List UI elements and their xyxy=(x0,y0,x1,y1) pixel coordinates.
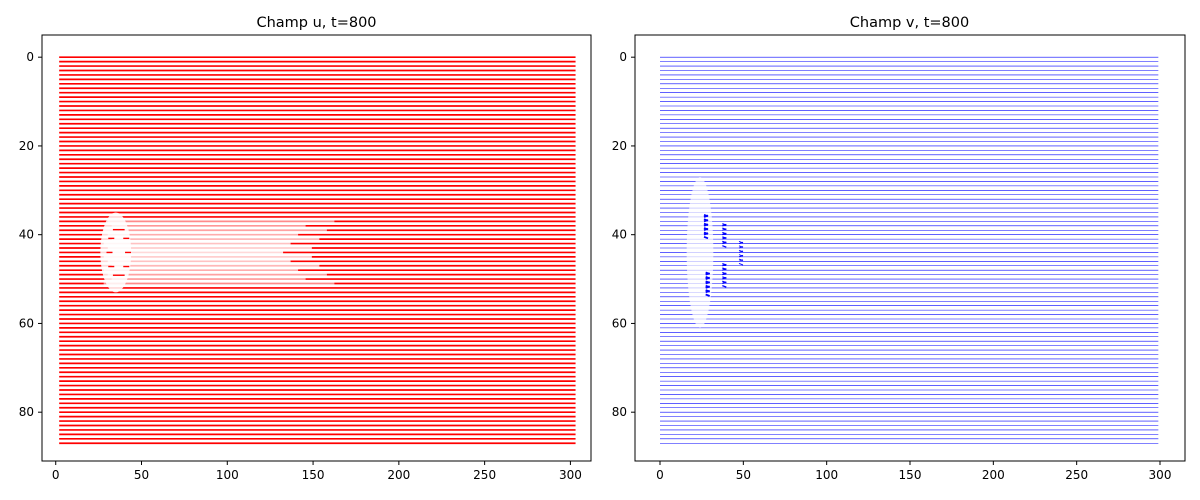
chart-champ-u: Champ u, t=800 0 50 100 150 200 250 300 0 20 40 60… xyxy=(19,15,592,482)
x-tick-label: 0 xyxy=(52,468,60,482)
y-tick-label: 40 xyxy=(19,228,34,242)
quiver-field xyxy=(660,56,1159,444)
x-tick-label: 50 xyxy=(134,468,149,482)
vortex-hotspot xyxy=(722,276,727,280)
vortex-hotspot xyxy=(722,232,727,236)
vortex-hotspot xyxy=(705,272,710,276)
y-tick-label: 60 xyxy=(19,316,34,330)
x-tick-label: 300 xyxy=(559,468,582,482)
obstacle-region xyxy=(100,212,132,293)
vortex-hotspot xyxy=(722,285,727,288)
axis-ticks: 0 50 100 150 200 250 300 0 20 40 60 80 xyxy=(612,50,1172,482)
vortex-hotspot xyxy=(722,236,727,240)
y-tick-label: 40 xyxy=(612,228,627,242)
x-tick-label: 150 xyxy=(302,468,325,482)
vortex-hotspot xyxy=(722,272,727,276)
plot-frame xyxy=(41,34,592,462)
vortex-hotspot xyxy=(705,285,710,289)
x-tick-label: 250 xyxy=(473,468,496,482)
y-tick-label: 20 xyxy=(612,139,627,153)
x-tick-label: 50 xyxy=(736,468,751,482)
vortex-hotspot xyxy=(703,214,709,218)
plot-frame xyxy=(634,34,1186,462)
clear-region xyxy=(686,177,714,328)
vortex-hotspot xyxy=(703,227,709,232)
vortex-hotspot xyxy=(722,281,727,285)
vortex-hotspot xyxy=(703,232,709,236)
vortex-hotspot xyxy=(738,263,744,266)
chart-title: Champ u, t=800 xyxy=(256,15,376,31)
y-tick-label: 20 xyxy=(19,139,34,153)
vortex-hotspot xyxy=(703,235,709,240)
x-tick-label: 100 xyxy=(216,468,239,482)
y-tick-label: 80 xyxy=(19,405,34,419)
vortex-hotspot xyxy=(722,241,727,245)
y-tick-label: 0 xyxy=(26,50,34,64)
vortex-hotspot xyxy=(738,241,744,245)
y-tick-label: 60 xyxy=(612,316,627,330)
x-tick-label: 150 xyxy=(899,468,922,482)
vortex-hotspot xyxy=(703,219,709,223)
vortex-hotspot xyxy=(722,228,727,231)
x-tick-label: 200 xyxy=(982,468,1005,482)
axis-ticks: 0 50 100 150 200 250 300 0 20 40 60 80 xyxy=(19,50,582,482)
vortex-hotspot xyxy=(722,245,727,248)
y-tick-label: 80 xyxy=(612,405,627,419)
vortex-hotspot xyxy=(705,281,710,285)
vortex-hotspot xyxy=(722,263,727,267)
vortex-hotspot xyxy=(722,223,727,227)
vortex-hotspot xyxy=(738,250,744,253)
quiver-field xyxy=(59,56,576,445)
x-tick-label: 100 xyxy=(815,468,838,482)
x-tick-label: 0 xyxy=(656,468,664,482)
chart-title: Champ v, t=800 xyxy=(850,15,969,31)
y-tick-label: 0 xyxy=(619,50,627,64)
chart-champ-v: Champ v, t=800 0 50 100 150 200 250 300 0 20 40 60… xyxy=(612,15,1186,482)
vortex-hotspot xyxy=(705,276,710,280)
vortex-hotspot xyxy=(738,254,744,258)
x-tick-label: 250 xyxy=(1065,468,1088,482)
vortex-hotspot xyxy=(705,293,710,297)
vortex-hotspot xyxy=(722,268,727,271)
vortex-hotspot xyxy=(703,223,709,227)
x-tick-label: 300 xyxy=(1149,468,1172,482)
vortex-hotspot xyxy=(738,259,744,262)
vortex-hotspot xyxy=(738,246,744,249)
vortex-hotspot xyxy=(705,289,710,294)
x-tick-label: 200 xyxy=(387,468,410,482)
